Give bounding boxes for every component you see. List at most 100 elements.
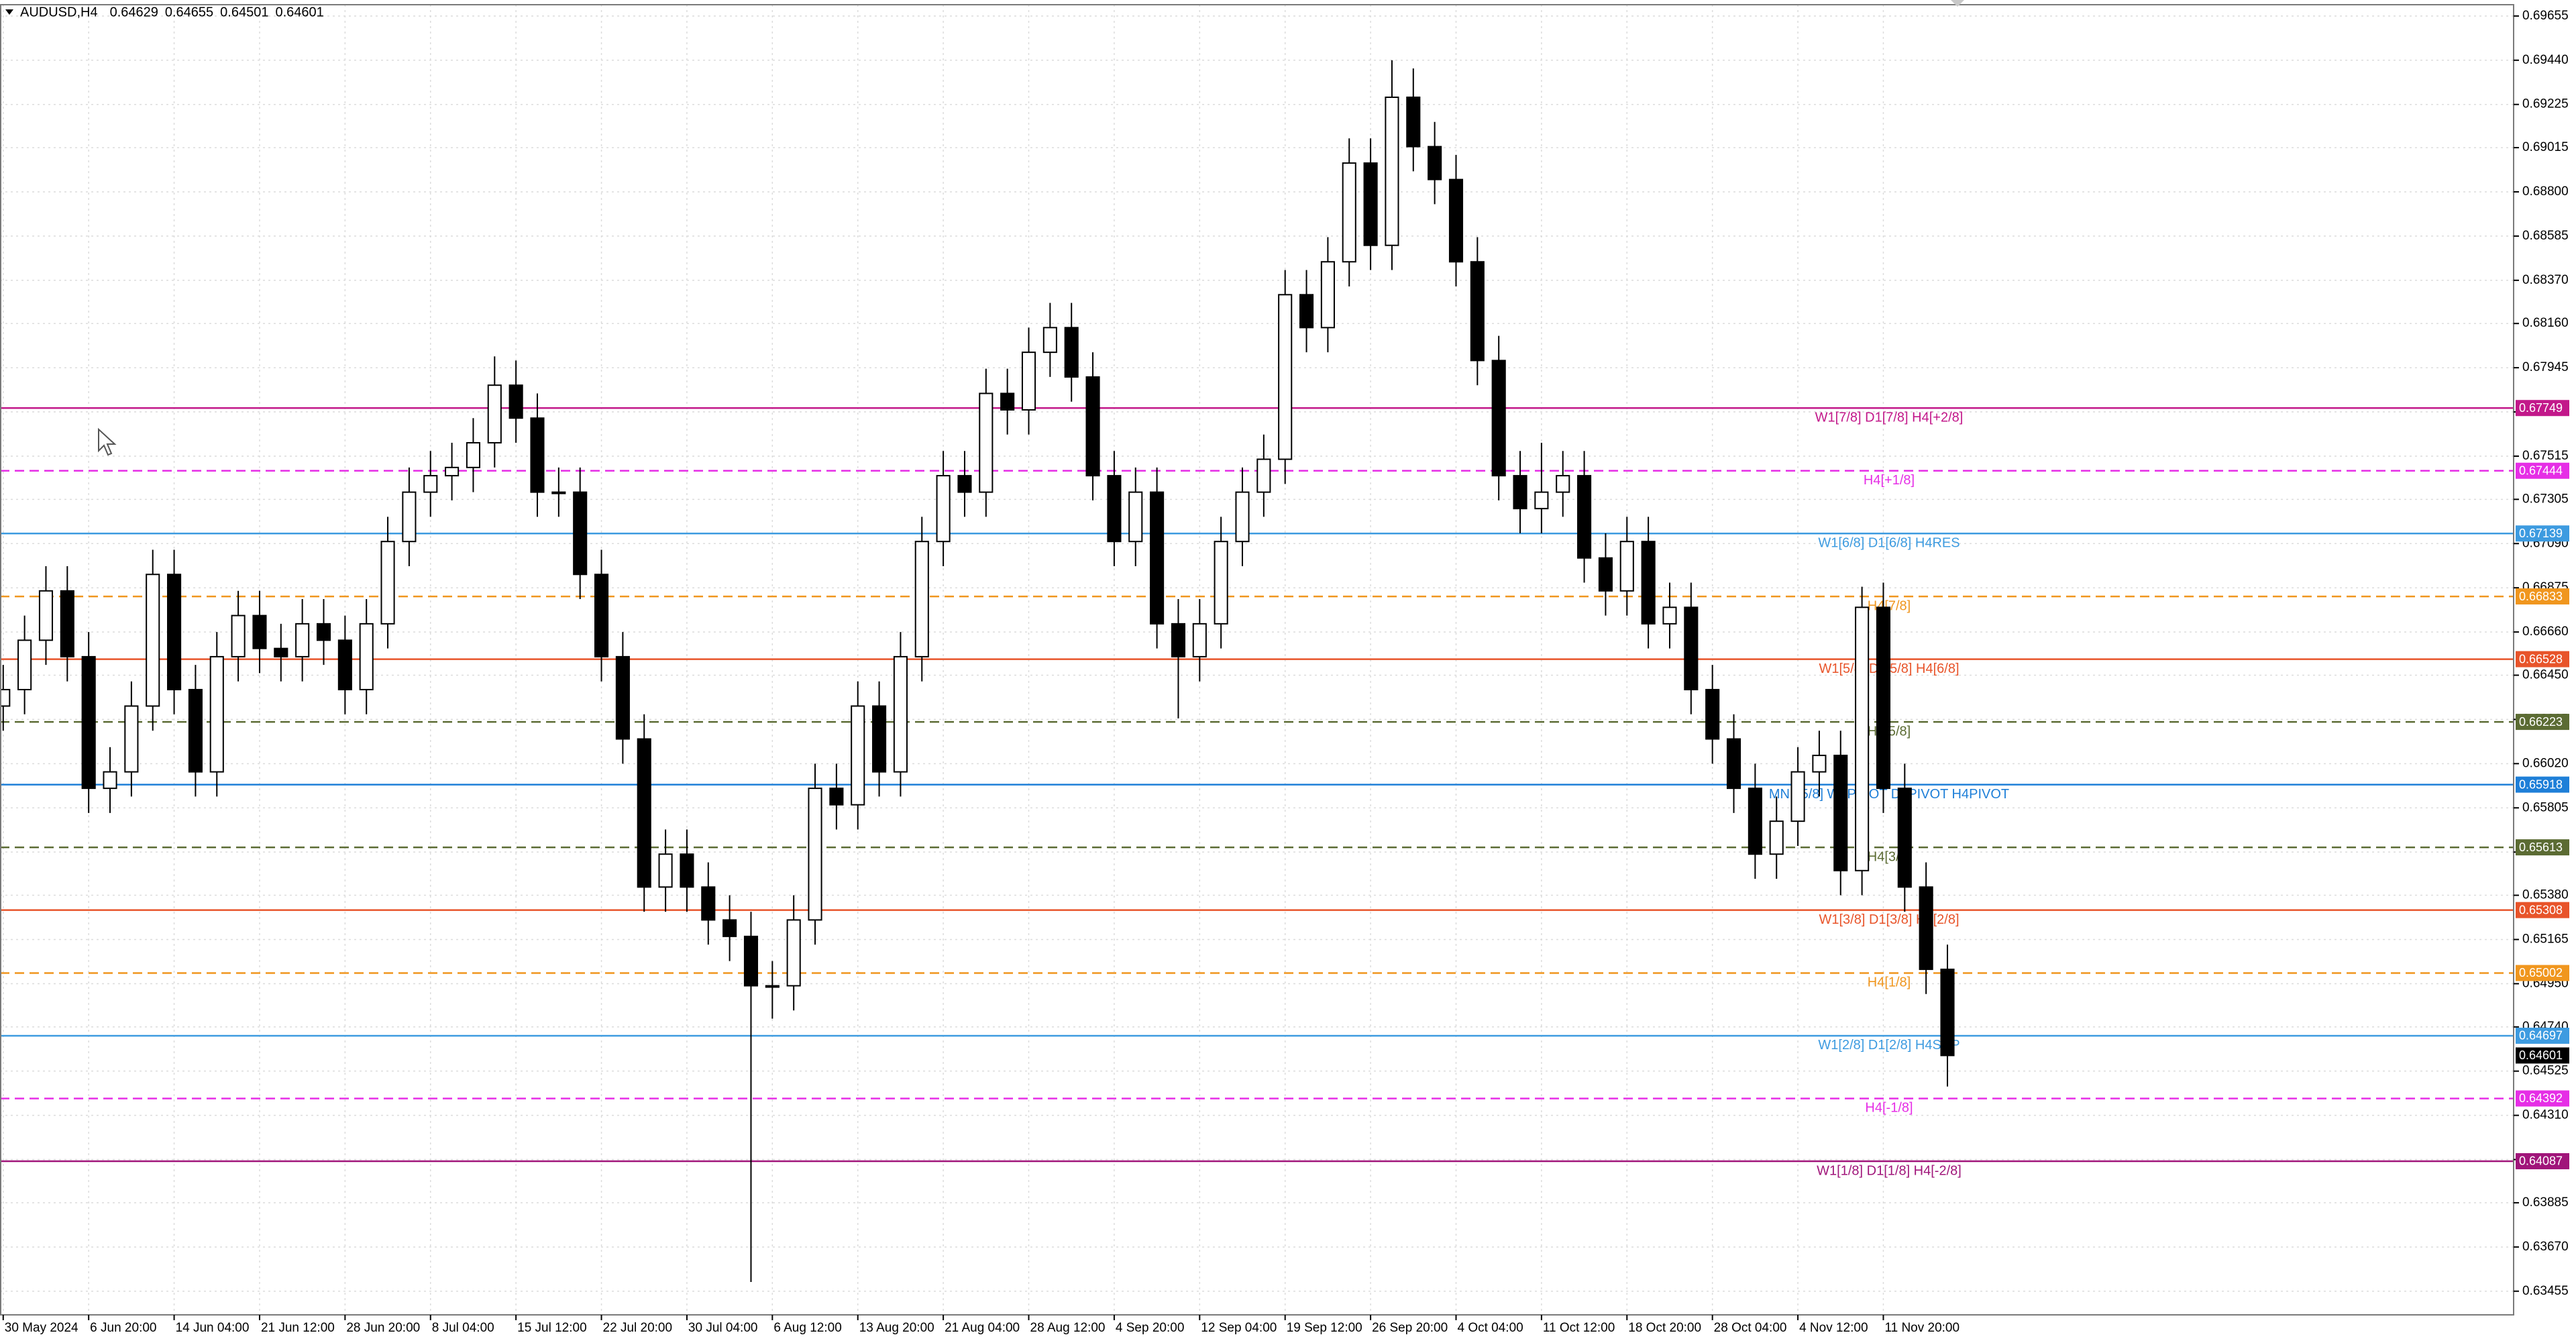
- x-tick-label: 11 Nov 20:00: [1884, 1321, 1960, 1335]
- y-tick-label: 0.63455: [2522, 1284, 2569, 1298]
- candle-body: [1192, 623, 1207, 657]
- candle-body: [1235, 491, 1250, 543]
- candle-body: [38, 590, 54, 641]
- candle-body: [1107, 475, 1122, 543]
- candle-body: [1619, 541, 1634, 592]
- candle-body: [1876, 606, 1891, 790]
- candle-body: [1320, 261, 1335, 329]
- price-tag: [2516, 651, 2569, 667]
- candle-body: [808, 788, 822, 921]
- candle-body: [1748, 788, 1762, 855]
- plot-frame: [0, 4, 2514, 1316]
- level-label: H4[-1/8]: [1865, 1101, 1913, 1116]
- price-tags: 0.67749 0.67444 0.67139 0.66833 0.66528 0.662…: [2516, 400, 2569, 1169]
- y-tick-label: 0.63885: [2522, 1195, 2569, 1210]
- candle-body: [1577, 475, 1592, 559]
- price-tag: [2516, 525, 2569, 542]
- y-tick-label: 0.64525: [2522, 1064, 2569, 1078]
- candle-body: [786, 919, 801, 987]
- candle-body: [124, 705, 139, 773]
- candle-body: [1428, 146, 1442, 180]
- candle-body: [445, 466, 460, 477]
- level-label: W1[2/8] D1[2/8] H4SUP: [1818, 1038, 1960, 1053]
- candle-body: [914, 541, 929, 657]
- candle-body: [295, 623, 310, 657]
- candle-body: [231, 614, 246, 657]
- candle-body: [573, 491, 588, 576]
- y-tick-label: 0.68585: [2522, 229, 2569, 243]
- price-tag: [2516, 462, 2569, 479]
- level-label: W1[1/8] D1[1/8] H4[-2/8]: [1817, 1163, 1962, 1178]
- candle-body: [81, 655, 96, 790]
- shift-marker: [1951, 0, 1964, 7]
- y-tick-label: 0.67515: [2522, 449, 2569, 463]
- symbol-title: AUDUSD,H4: [20, 5, 98, 19]
- y-tick-label: 0.63670: [2522, 1240, 2569, 1254]
- header-value: 0.64501: [220, 5, 268, 19]
- x-tick-label: 28 Jun 20:00: [346, 1321, 420, 1335]
- y-tick-label: 0.65805: [2522, 800, 2569, 814]
- price-tag: [2516, 839, 2569, 856]
- x-tick-label: 6 Jun 20:00: [90, 1321, 156, 1335]
- x-tick-label: 8 Jul 04:00: [432, 1321, 494, 1335]
- level-label: H4[1/8]: [1868, 975, 1911, 990]
- candle-body: [1833, 755, 1848, 871]
- candle-body: [274, 647, 288, 657]
- price-tag-label: 0.65918: [2519, 778, 2563, 791]
- candle-body: [615, 655, 630, 740]
- last-price-tag: [2516, 1047, 2569, 1064]
- price-tag-label: 0.64087: [2519, 1155, 2563, 1168]
- candle-body: [957, 475, 972, 493]
- candle-body: [103, 771, 117, 790]
- x-tick-label: 14 Jun 04:00: [176, 1321, 250, 1335]
- price-tag: [2516, 588, 2569, 605]
- candle-body: [637, 738, 651, 888]
- price-tag-label: 0.67444: [2519, 464, 2563, 477]
- candle-body: [423, 475, 438, 493]
- header-value: 0.64629: [110, 5, 158, 19]
- candle-body: [252, 614, 267, 649]
- y-tick-label: 0.69015: [2522, 140, 2569, 154]
- candle-body: [1534, 491, 1549, 510]
- candle-body: [508, 384, 523, 419]
- y-tick-label: 0.68160: [2522, 316, 2569, 330]
- candle-body: [188, 688, 203, 773]
- candles: [0, 60, 1955, 1282]
- price-tag: [2516, 776, 2569, 793]
- price-tag: [2516, 714, 2569, 731]
- price-tag-label: 0.65613: [2519, 841, 2563, 854]
- y-tick-label: 0.66450: [2522, 668, 2569, 682]
- price-tag-label: 0.66833: [2519, 590, 2563, 603]
- candle-body: [1406, 96, 1421, 148]
- candle-body: [60, 590, 74, 657]
- candle-body: [1085, 376, 1100, 477]
- candle-body: [359, 623, 374, 690]
- candle-body: [765, 985, 780, 988]
- price-tag-label: 0.65308: [2519, 903, 2563, 916]
- y-tick-label: 0.66660: [2522, 625, 2569, 639]
- candle-body: [1150, 491, 1165, 625]
- x-tick-label: 15 Jul 12:00: [517, 1321, 587, 1335]
- candle-body: [872, 705, 887, 773]
- price-tag-label: 0.66528: [2519, 652, 2563, 665]
- x-tick-label: 28 Oct 04:00: [1714, 1321, 1787, 1335]
- axis: 0.69655 0.69440 0.69225 0.69015 0.68800 0.685…: [2, 9, 2569, 1335]
- candle-body: [936, 475, 951, 543]
- candle-body: [743, 935, 759, 987]
- candle-body: [1641, 541, 1656, 625]
- last-price-label: 0.64601: [2519, 1049, 2563, 1062]
- level-label: H4[+1/8]: [1864, 473, 1915, 488]
- candle-body: [1556, 475, 1570, 493]
- price-tag-label: 0.64392: [2519, 1091, 2563, 1105]
- symbol-menu-icon[interactable]: [5, 9, 13, 15]
- y-tick-label: 0.67305: [2522, 492, 2569, 506]
- candle-body: [1256, 458, 1271, 493]
- candle-body: [402, 491, 417, 543]
- x-tick-label: 30 May 2024: [5, 1321, 78, 1335]
- candle-body: [1171, 623, 1186, 657]
- candle-body: [1363, 162, 1378, 246]
- candle-body: [1662, 606, 1677, 625]
- x-tick-label: 26 Sep 20:00: [1372, 1321, 1448, 1335]
- x-tick-label: 4 Nov 12:00: [1799, 1321, 1868, 1335]
